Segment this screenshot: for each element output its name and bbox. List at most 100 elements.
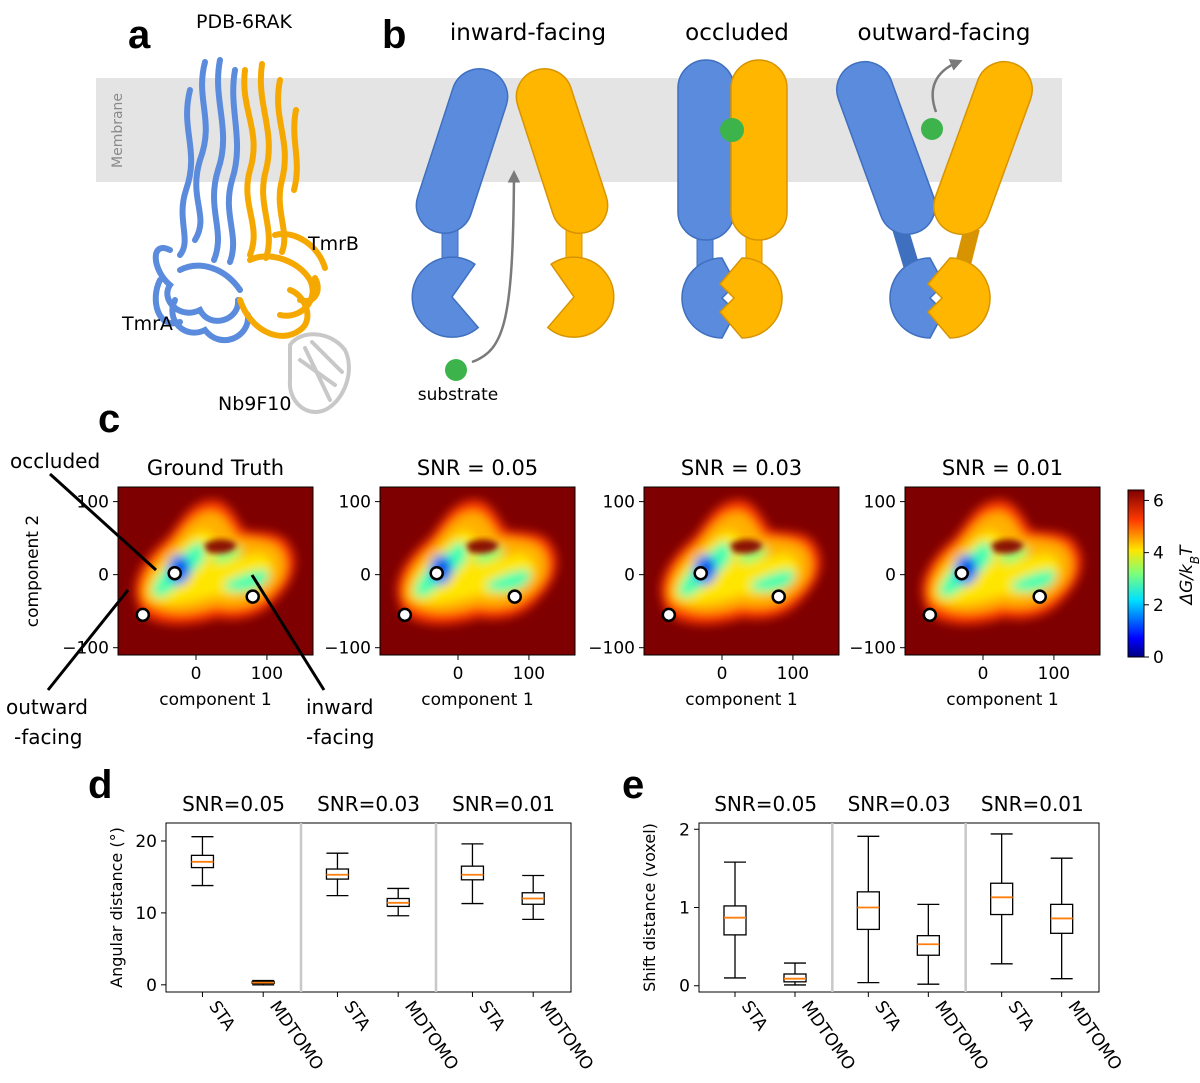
colorbar-label: ΔG/kBT	[1177, 544, 1200, 607]
tm-helix-orange	[933, 60, 1033, 236]
box-sta: STA	[460, 843, 509, 1035]
x-tick-label: 100	[251, 664, 283, 684]
panel-label-d: d	[88, 763, 112, 807]
box-sta: STA	[990, 833, 1039, 1035]
group-title: SNR=0.05	[714, 792, 817, 816]
nbd-orange	[718, 257, 783, 339]
tm-helix-orange	[515, 68, 609, 234]
y-axis-label: component 2	[23, 515, 43, 627]
box-mdtomo: MDTOMO	[386, 887, 462, 1074]
y-tick-label: −100	[588, 639, 635, 659]
state-marker	[429, 565, 444, 581]
panel-label-c: c	[98, 397, 120, 441]
box-mdtomo: MDTOMO	[521, 874, 597, 1074]
plot-frame	[698, 822, 1100, 993]
y-tick-label: −100	[324, 639, 371, 659]
substrate-circle	[445, 359, 467, 381]
x-tick-label: STA	[474, 997, 509, 1035]
heatmap-frame	[643, 486, 840, 656]
state-marker	[771, 589, 786, 604]
x-tick-label: 0	[978, 664, 989, 684]
x-axis-label: component 1	[946, 690, 1058, 710]
state-marker	[167, 565, 182, 581]
panel-label-a: a	[128, 13, 151, 57]
nbd-blue	[681, 257, 737, 339]
substrate-circle	[921, 118, 943, 140]
plot-frame	[165, 822, 572, 993]
box-sta: STA	[325, 852, 374, 1035]
y-tick-label: 0	[360, 566, 371, 586]
tm-helix-blue	[677, 59, 735, 241]
leader-occluded	[48, 472, 158, 572]
x-tick-label: STA	[1004, 997, 1039, 1035]
y-tick-label: 0	[885, 566, 896, 586]
membrane-label: Membrane	[110, 93, 126, 168]
panel-label-e: e	[622, 763, 644, 807]
linker-blue	[892, 225, 920, 271]
box-mdtomo: MDTOMO	[1050, 857, 1126, 1074]
iqr-box	[916, 935, 940, 956]
y-tick-label: 0	[624, 566, 635, 586]
state-label-inward: inward-facing	[450, 20, 606, 46]
x-tick-label: 100	[777, 664, 809, 684]
substrate-label: substrate	[418, 385, 498, 405]
nbd-blue	[411, 256, 480, 338]
x-tick-label: 100	[1038, 664, 1070, 684]
heatmap-frame	[117, 486, 314, 656]
substrate-path-arrow	[471, 170, 521, 364]
group-title: SNR=0.03	[848, 792, 951, 816]
heatmap-frame	[904, 486, 1101, 656]
heatmap-3: SNR = 0.01 0 100 100 0 −100 component 1	[849, 456, 1101, 710]
box-mdtomo: MDTOMO	[783, 962, 859, 1074]
substrate-circle	[720, 118, 744, 142]
y-tick-label: 1	[679, 899, 690, 919]
x-tick-label: MDTOMO	[265, 997, 327, 1074]
state-label-occluded: occluded	[685, 20, 789, 46]
nbd-blue	[889, 257, 945, 339]
iqr-box	[856, 891, 880, 931]
nanobody-structure	[287, 332, 351, 414]
heatmap-title: SNR = 0.01	[942, 456, 1063, 480]
y-tick-label: −100	[62, 639, 109, 659]
outward-facing-schematic	[836, 59, 1033, 339]
tmrA-label: TmrA	[121, 313, 173, 335]
box-mdtomo: MDTOMO	[916, 903, 992, 1074]
iqr-box	[723, 905, 747, 936]
x-tick-label: MDTOMO	[535, 997, 597, 1074]
state-marker	[661, 607, 677, 623]
x-axis-label: component 1	[421, 690, 533, 710]
tm-helix-orange	[730, 59, 788, 241]
y-tick-label: 0	[679, 977, 690, 997]
heatmap-frame	[379, 486, 576, 656]
shift-distance-boxplot: 0 1 2 Shift distance (voxel) SNR=0.05 STA MDTO…	[640, 792, 1126, 1074]
group-title: SNR=0.03	[317, 792, 420, 816]
occluded-schematic	[677, 59, 788, 339]
annotation-occluded: occluded	[10, 449, 100, 473]
colorbar: 0 2 4 6 ΔG/kBT	[1127, 489, 1200, 668]
y-tick-label: 0	[146, 976, 157, 996]
y-tick-label: 0	[98, 566, 109, 586]
x-axis-label: component 1	[159, 690, 271, 710]
inward-facing-schematic: substrate	[411, 68, 615, 405]
state-marker	[922, 607, 938, 623]
protein-structure	[152, 57, 351, 414]
group-title: SNR=0.01	[452, 792, 555, 816]
state-marker	[135, 607, 151, 623]
x-tick-label: 0	[453, 664, 464, 684]
y-tick-label: 100	[603, 493, 635, 513]
nanobody-label: Nb9F10	[218, 393, 291, 415]
x-tick-label: MDTOMO	[400, 997, 462, 1074]
y-tick-label: 2	[679, 820, 690, 840]
substrate-release-arrow	[931, 59, 963, 113]
x-tick-label: 0	[191, 664, 202, 684]
annotation-outward-1: outward	[6, 695, 88, 719]
y-tick-label: 100	[864, 493, 896, 513]
heatmap-title: Ground Truth	[147, 456, 284, 480]
angular-distance-boxplot: 0 10 20 Angular distance (°) SNR=0.05 STA MDTO…	[107, 792, 597, 1074]
tm-helix-blue	[415, 68, 509, 234]
state-label-outward: outward-facing	[858, 20, 1031, 46]
x-tick-label: STA	[339, 997, 374, 1035]
annotation-inward-2: -facing	[306, 725, 374, 749]
tmrB-label: TmrB	[307, 233, 359, 255]
